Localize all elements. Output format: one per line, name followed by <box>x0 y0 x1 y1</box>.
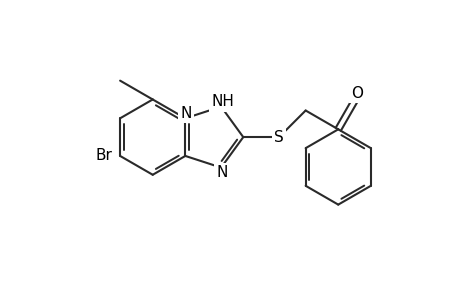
Text: N: N <box>180 106 191 121</box>
Text: N: N <box>216 165 227 180</box>
Text: O: O <box>350 86 362 101</box>
Text: Br: Br <box>95 148 112 164</box>
Text: S: S <box>274 130 283 145</box>
Text: NH: NH <box>211 94 234 109</box>
